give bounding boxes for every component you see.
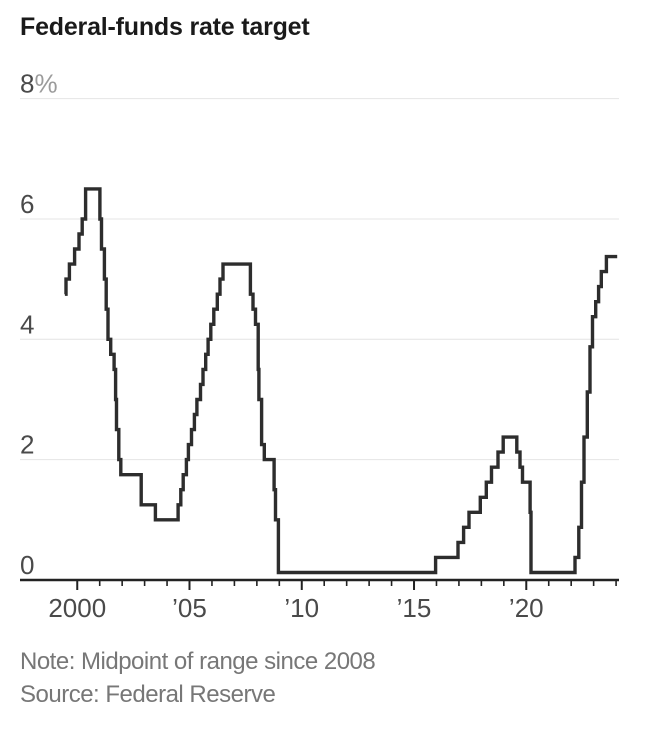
- x-axis-label-2010: ’10: [284, 593, 319, 623]
- y-axis-label-8: 8%: [20, 69, 58, 99]
- y-axis-label-6: 6: [20, 189, 34, 219]
- y-axis-label-2: 2: [20, 430, 34, 460]
- x-axis-label-2005: ’05: [172, 593, 207, 623]
- rate-step-line: [64, 187, 618, 575]
- x-axis-label-2000: 2000: [48, 593, 106, 623]
- y-axis-label-4: 4: [20, 309, 34, 339]
- chart-title: Federal-funds rate target: [20, 13, 310, 41]
- y-axis-unit-suffix: %: [34, 69, 57, 99]
- x-axis-label-2020: ’20: [509, 593, 544, 623]
- x-axis-label-2015: ’15: [397, 593, 432, 623]
- chart-footnote: Note: Midpoint of range since 2008 Sourc…: [20, 645, 376, 711]
- chart-source: Source: Federal Reserve: [20, 681, 276, 708]
- chart-note: Note: Midpoint of range since 2008: [20, 648, 376, 675]
- y-axis-label-0: 0: [20, 550, 34, 580]
